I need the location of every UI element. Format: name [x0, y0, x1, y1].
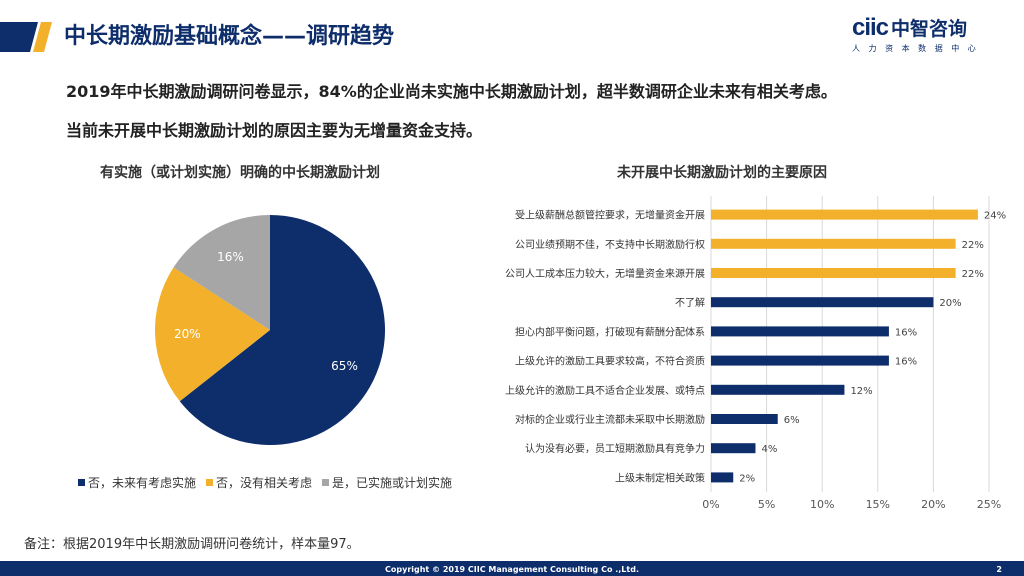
bar — [711, 326, 889, 337]
x-tick-label: 5% — [758, 498, 775, 511]
logo-name: 中智咨询 — [891, 18, 968, 40]
pie-slice-label: 20% — [174, 327, 201, 341]
lead-text-1: 2019年中长期激励调研问卷显示，84%的企业尚未实施中长期激励计划，超半数调研… — [66, 82, 837, 101]
bar-value-label: 4% — [761, 444, 777, 455]
bar-category-label: 对标的企业或行业主流都未采取中长期激励 — [515, 413, 705, 426]
pie-slice-label: 16% — [217, 250, 244, 264]
bar — [711, 355, 889, 366]
bar-value-label: 6% — [784, 415, 800, 426]
logo-tagline: 人 力 资 本 数 据 中 心 — [852, 44, 979, 53]
legend-swatch — [322, 479, 330, 486]
legend-item: 否，未来有考虑实施 — [78, 474, 196, 491]
bar-value-label: 22% — [962, 240, 984, 251]
bar-category-label: 公司人工成本压力较大，无增量资金来源开展 — [505, 267, 705, 280]
pie-slice — [155, 267, 270, 402]
pie-slice — [173, 215, 270, 330]
bar-category-label: 不了解 — [675, 296, 705, 309]
title-accent-bar — [0, 22, 52, 52]
bar-value-label: 16% — [895, 357, 917, 368]
bar-chart: 0% 5% 10% 15% 20% 25% 受上级薪酬总额管控要求，无增量资金开展 24% 公司… — [505, 196, 1006, 511]
bar — [711, 297, 934, 308]
bar-category-label: 上级允许的激励工具不适合企业发展、或特点 — [505, 384, 705, 397]
x-tick-label: 0% — [702, 498, 719, 511]
bar-category-label: 上级未制定相关政策 — [615, 471, 705, 484]
footer-bar — [0, 561, 1024, 576]
bar-value-label: 22% — [962, 269, 984, 280]
bar-value-label: 24% — [984, 211, 1006, 222]
bar-value-label: 16% — [895, 327, 917, 338]
bar — [711, 268, 956, 278]
legend-swatch — [78, 479, 85, 486]
x-tick-label: 15% — [866, 498, 890, 511]
copyright-text: Copyright © 2019 CIIC Management Consult… — [385, 565, 639, 574]
pie-slice-label: 65% — [331, 359, 358, 373]
bar-category-label: 认为没有必要，员工短期激励具有竞争力 — [525, 442, 705, 455]
x-tick-label: 20% — [921, 498, 945, 511]
pie-slice — [179, 215, 385, 445]
legend-swatch — [206, 479, 214, 486]
footnote: 备注：根据2019年中长期激励调研问卷统计，样本量97。 — [24, 537, 360, 552]
bar-chart-title: 未开展中长期激励计划的主要原因 — [617, 165, 827, 181]
legend-label: 否，没有相关考虑 — [216, 476, 313, 490]
bar — [711, 414, 778, 424]
bar-value-label: 12% — [850, 386, 872, 397]
pie-chart: 65% 20% 16% — [155, 215, 385, 445]
bar-category-label: 公司业绩预期不佳，不支持中长期激励行权 — [515, 238, 705, 251]
legend-label: 是，已实施或计划实施 — [332, 476, 453, 490]
bar-category-label: 担心内部平衡问题，打破现有薪酬分配体系 — [515, 325, 705, 338]
legend-item: 否，没有相关考虑 — [206, 474, 312, 491]
x-tick-label: 25% — [977, 498, 1001, 511]
legend-label: 否，未来有考虑实施 — [88, 476, 197, 490]
bar-value-label: 2% — [739, 473, 755, 484]
legend-item: 是，已实施或计划实施 — [322, 474, 452, 491]
bar — [711, 209, 978, 220]
pie-chart-title: 有实施（或计划实施）明确的中长期激励计划 — [100, 165, 380, 181]
lead-text-2: 当前未开展中长期激励计划的原因主要为无增量资金支持。 — [66, 121, 483, 140]
bar — [711, 384, 845, 395]
page-title: 中长期激励基础概念——调研趋势 — [64, 24, 395, 49]
logo-mark: ciic — [852, 14, 889, 41]
company-logo: ciic 中智咨询 人 力 资 本 数 据 中 心 — [852, 14, 982, 58]
bar — [711, 472, 734, 483]
bar-category-label: 受上级薪酬总额管控要求，无增量资金开展 — [515, 209, 705, 222]
page-number: 2 — [996, 565, 1002, 574]
bar — [711, 443, 756, 454]
bar — [711, 238, 956, 249]
x-tick-label: 10% — [810, 498, 834, 511]
bar-value-label: 20% — [939, 298, 961, 309]
pie-legend: 否，未来有考虑实施 否，没有相关考虑 是，已实施或计划实施 — [78, 474, 452, 491]
bar-category-label: 上级允许的激励工具要求较高，不符合资质 — [515, 355, 705, 368]
